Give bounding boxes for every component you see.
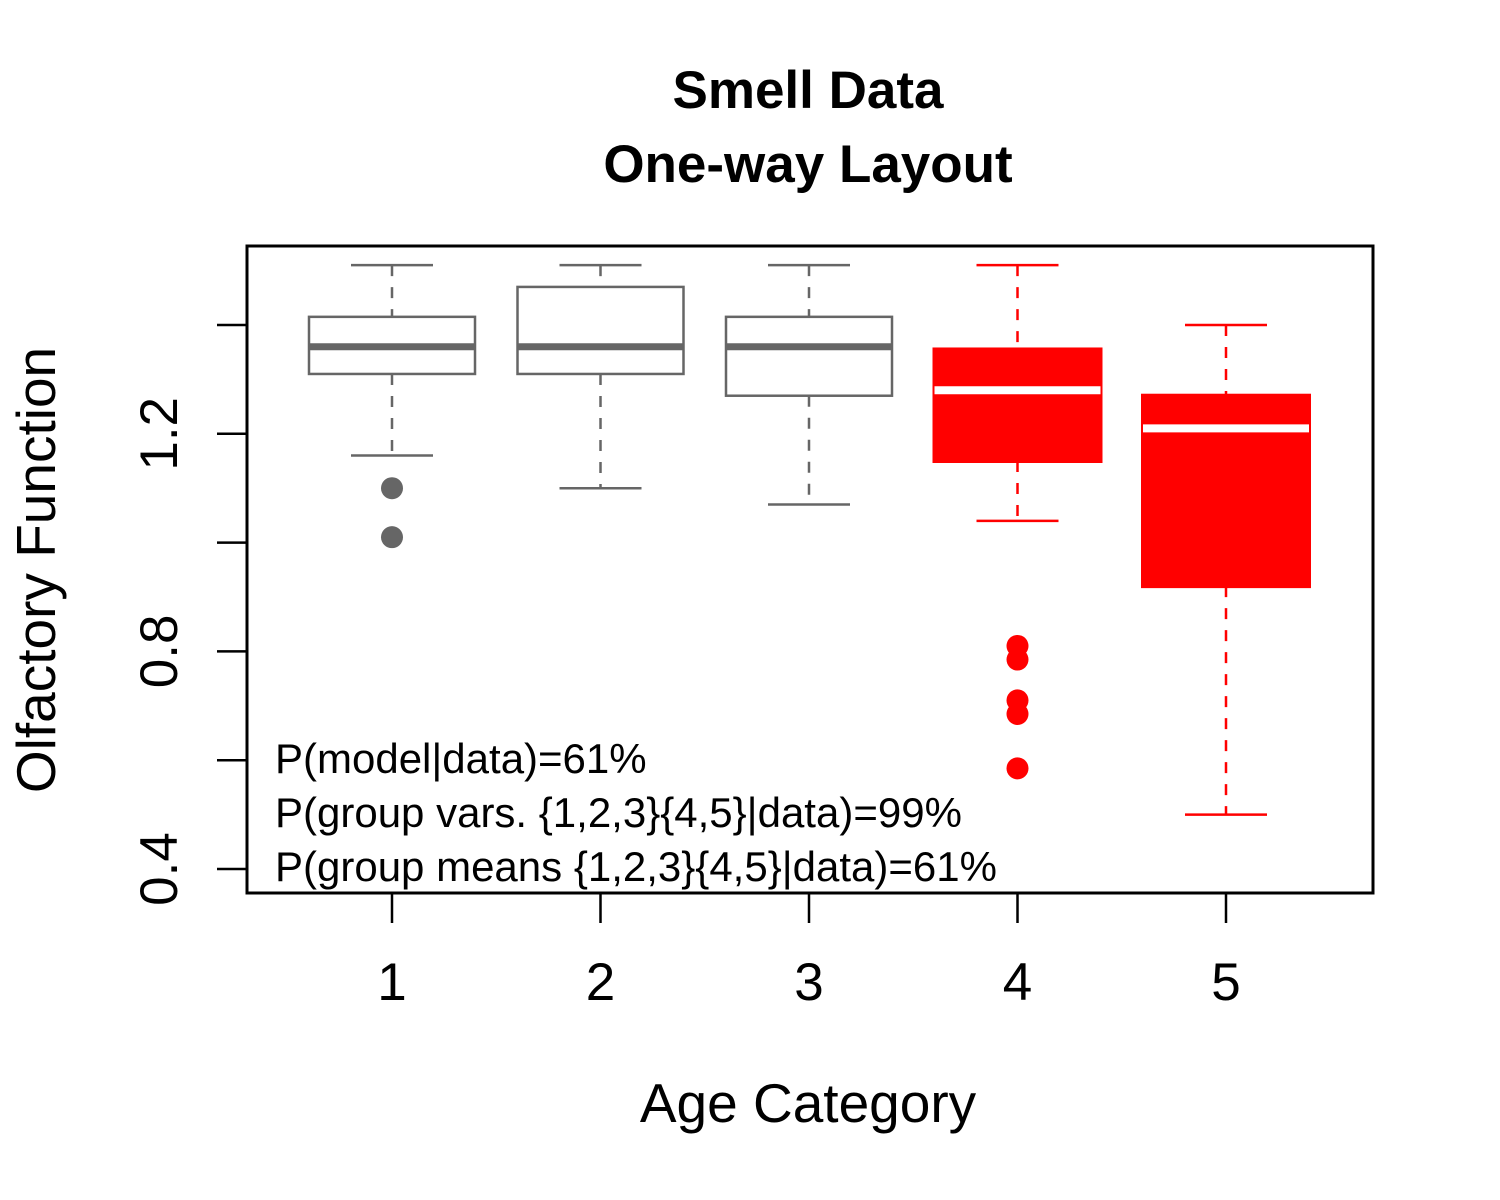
outlier-point [1006, 702, 1029, 725]
y-axis-title: Olfactory Function [5, 347, 67, 793]
outlier-point [381, 477, 403, 500]
x-tick-label: 4 [1003, 953, 1032, 1012]
box-groups [307, 263, 1311, 816]
box-iqr [516, 285, 685, 376]
y-tick-label: 0.4 [130, 832, 189, 906]
x-axis-title: Age Category [640, 1072, 977, 1134]
box-group-4 [932, 263, 1103, 780]
annotation-model-prob: P(model|data)=61% [275, 735, 647, 782]
y-tick-label: 1.2 [130, 397, 189, 471]
y-axis: 0.4 0.8 1.2 [130, 323, 247, 906]
box-group-2 [516, 263, 685, 490]
box-iqr [1141, 393, 1311, 589]
outlier-point [1006, 648, 1029, 671]
box-group-1 [307, 263, 477, 549]
box-group-5 [1141, 323, 1311, 816]
x-axis: 1 2 3 4 5 [377, 893, 1241, 1012]
annotation-group-vars-prob: P(group vars. {1,2,3}{4,5}|data)=99% [275, 789, 962, 836]
x-tick-label: 3 [794, 953, 823, 1012]
x-tick-label: 1 [377, 953, 406, 1012]
box-iqr [724, 315, 894, 397]
chart-title-line-2: One-way Layout [603, 135, 1012, 194]
chart-title-line-1: Smell Data [672, 61, 944, 120]
outlier-point [1006, 757, 1029, 780]
box-iqr [932, 347, 1103, 464]
outlier-point [381, 526, 403, 549]
x-tick-label: 2 [586, 953, 615, 1012]
y-tick-label: 0.8 [130, 615, 189, 689]
annotation-group-means-prob: P(group means {1,2,3}{4,5}|data)=61% [275, 843, 997, 890]
x-tick-label: 5 [1211, 953, 1240, 1012]
box-group-3 [724, 263, 894, 506]
